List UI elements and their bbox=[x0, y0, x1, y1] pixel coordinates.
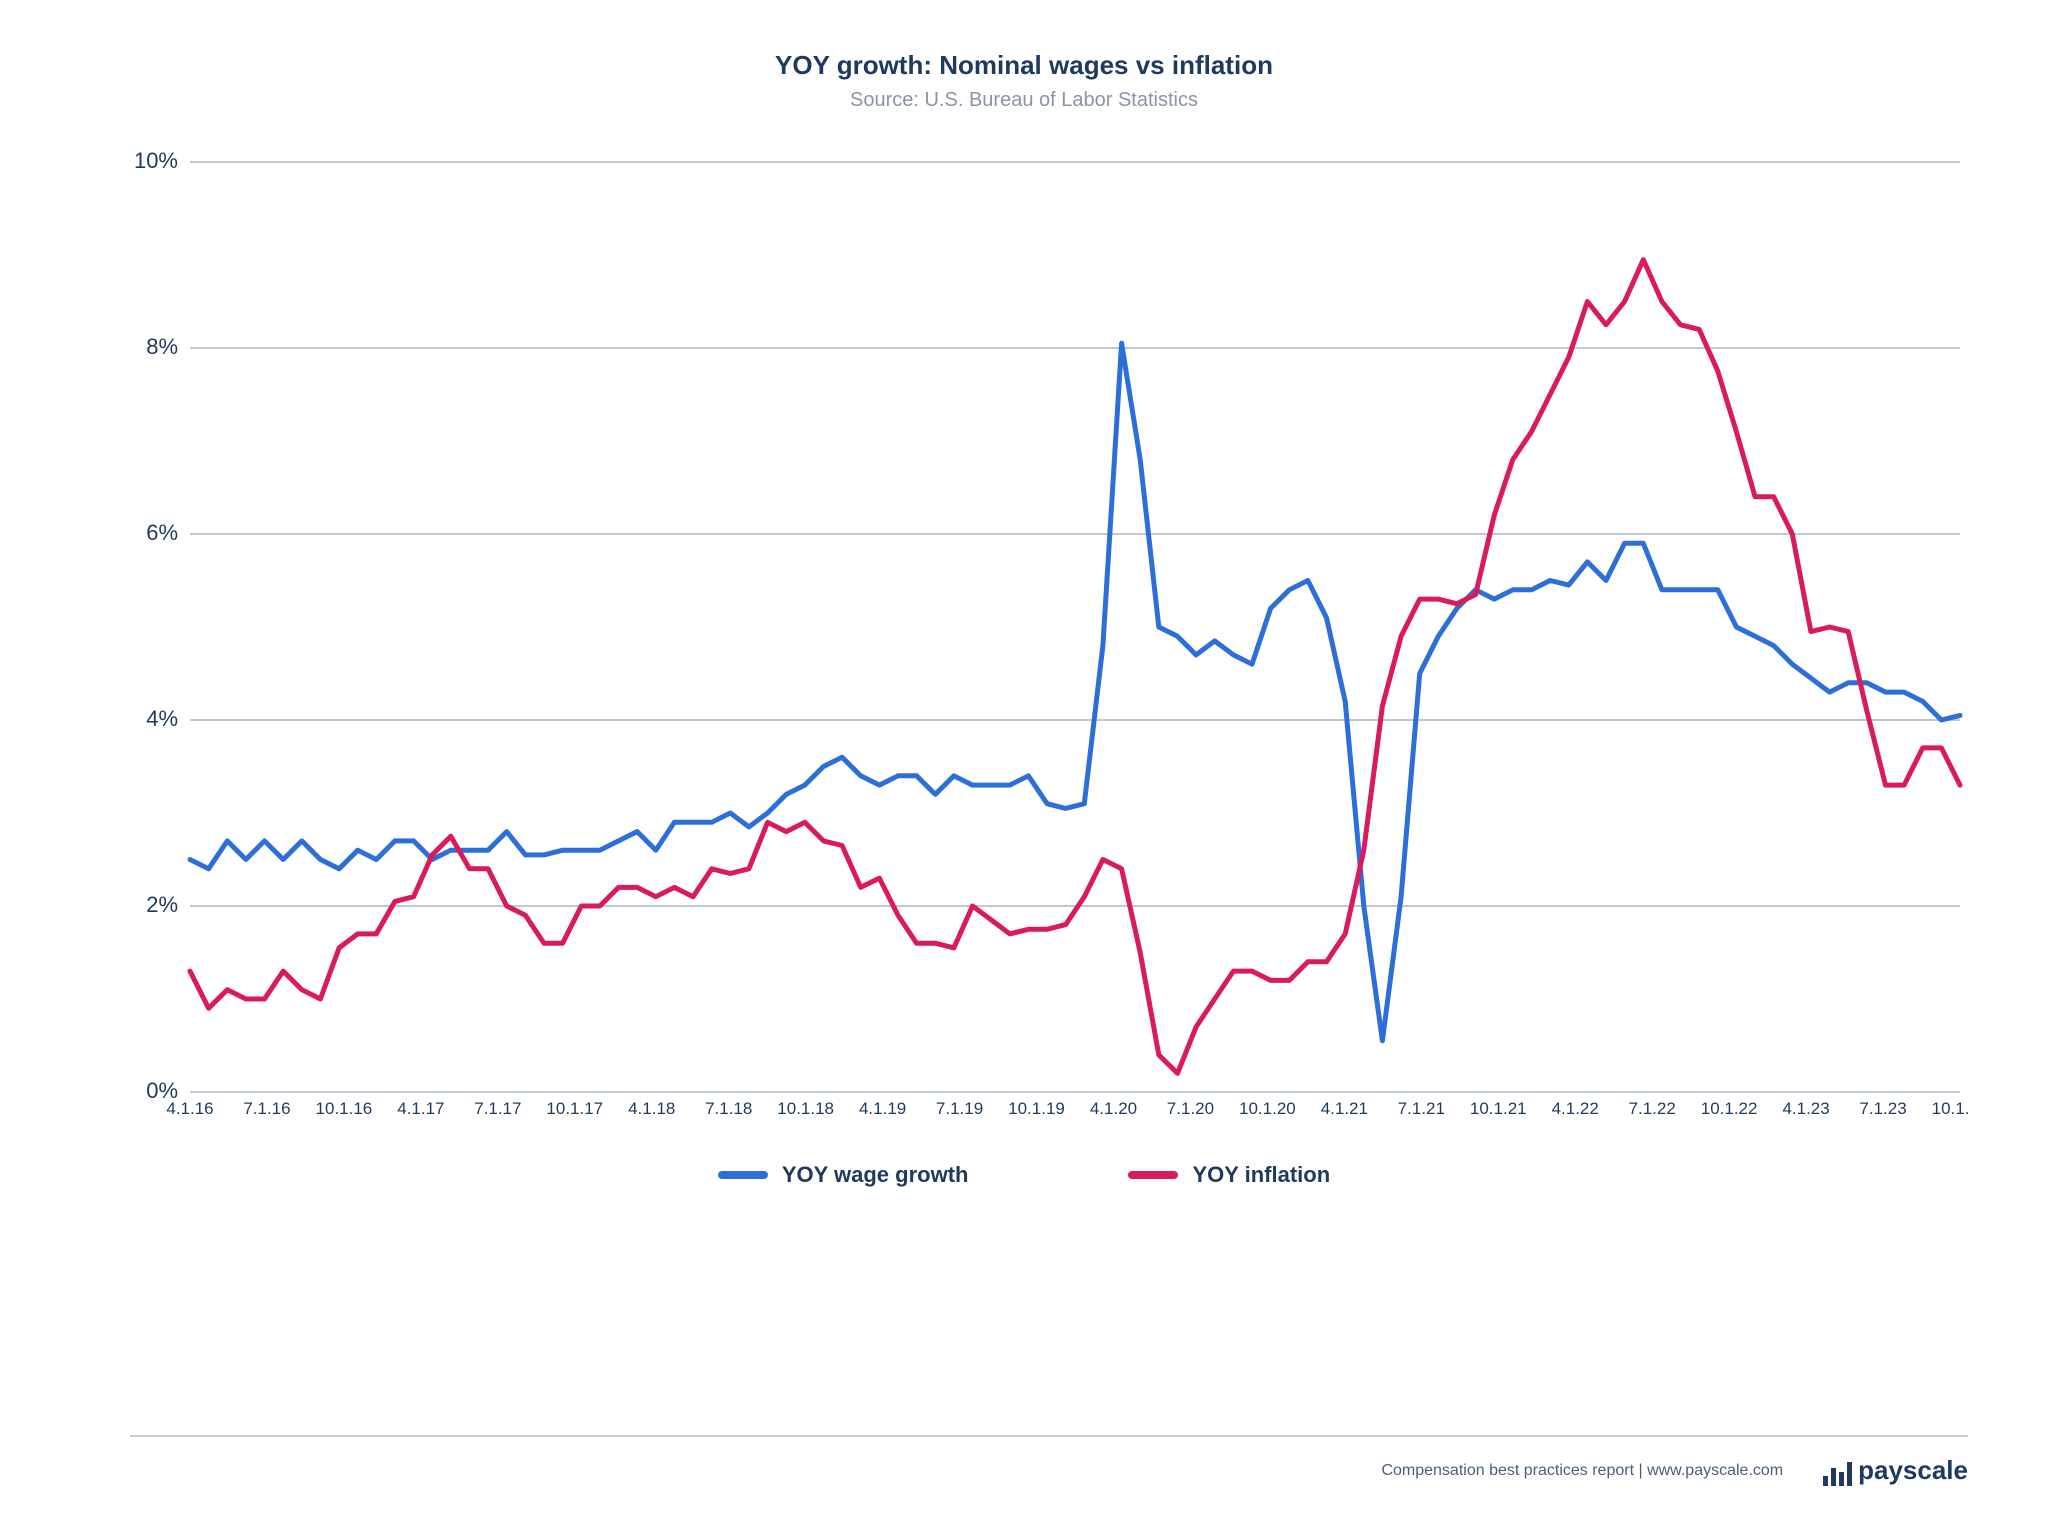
series-line bbox=[190, 343, 1960, 1041]
chart-subtitle: Source: U.S. Bureau of Labor Statistics bbox=[60, 89, 1988, 112]
x-tick-label: 10.1.17 bbox=[546, 1099, 603, 1118]
x-tick-label: 7.1.23 bbox=[1859, 1099, 1906, 1118]
x-tick-label: 7.1.18 bbox=[705, 1099, 752, 1118]
footer-text: Compensation best practices report | www… bbox=[1381, 1462, 1783, 1480]
x-tick-label: 10.1.22 bbox=[1701, 1099, 1758, 1118]
legend-swatch bbox=[1128, 1171, 1178, 1179]
x-tick-label: 4.1.20 bbox=[1090, 1099, 1137, 1118]
x-tick-label: 7.1.20 bbox=[1167, 1099, 1214, 1118]
series-line bbox=[190, 260, 1960, 1074]
legend-label: YOY inflation bbox=[1192, 1162, 1330, 1188]
x-tick-label: 10.1.20 bbox=[1239, 1099, 1296, 1118]
x-tick-label: 7.1.21 bbox=[1398, 1099, 1445, 1118]
y-tick-label: 2% bbox=[146, 892, 178, 917]
x-tick-label: 4.1.19 bbox=[859, 1099, 906, 1118]
chart-container: YOY growth: Nominal wages vs inflation S… bbox=[0, 0, 2048, 1536]
x-tick-label: 10.1.18 bbox=[777, 1099, 834, 1118]
legend-label: YOY wage growth bbox=[782, 1162, 969, 1188]
x-tick-label: 10.1.19 bbox=[1008, 1099, 1065, 1118]
x-tick-label: 4.1.17 bbox=[397, 1099, 444, 1118]
x-tick-label: 7.1.19 bbox=[936, 1099, 983, 1118]
y-tick-label: 8% bbox=[146, 334, 178, 359]
brand-bars-icon bbox=[1823, 1462, 1852, 1486]
y-tick-label: 10% bbox=[134, 152, 178, 173]
chart-footer: Compensation best practices report | www… bbox=[130, 1435, 1968, 1486]
x-tick-label: 4.1.22 bbox=[1552, 1099, 1599, 1118]
x-tick-label: 7.1.17 bbox=[474, 1099, 521, 1118]
legend-item: YOY inflation bbox=[1128, 1162, 1330, 1188]
chart-legend: YOY wage growth YOY inflation bbox=[60, 1162, 1988, 1188]
legend-swatch bbox=[718, 1171, 768, 1179]
x-tick-label: 7.1.22 bbox=[1629, 1099, 1676, 1118]
x-tick-label: 4.1.16 bbox=[166, 1099, 213, 1118]
brand-name: payscale bbox=[1858, 1455, 1968, 1486]
x-tick-label: 10.1.16 bbox=[316, 1099, 373, 1118]
x-tick-label: 7.1.16 bbox=[243, 1099, 290, 1118]
y-tick-label: 6% bbox=[146, 520, 178, 545]
x-tick-label: 4.1.21 bbox=[1321, 1099, 1368, 1118]
x-tick-label: 4.1.23 bbox=[1782, 1099, 1829, 1118]
chart-svg: 0%2%4%6%8%10%4.1.167.1.1610.1.164.1.177.… bbox=[130, 152, 1970, 1132]
x-tick-label: 10.1.23 bbox=[1932, 1099, 1970, 1118]
chart-plot-area: 0%2%4%6%8%10%4.1.167.1.1610.1.164.1.177.… bbox=[130, 152, 1968, 1132]
x-tick-label: 10.1.21 bbox=[1470, 1099, 1527, 1118]
chart-title: YOY growth: Nominal wages vs inflation bbox=[60, 50, 1988, 81]
x-tick-label: 4.1.18 bbox=[628, 1099, 675, 1118]
y-tick-label: 4% bbox=[146, 706, 178, 731]
legend-item: YOY wage growth bbox=[718, 1162, 969, 1188]
brand-logo: payscale bbox=[1823, 1455, 1968, 1486]
